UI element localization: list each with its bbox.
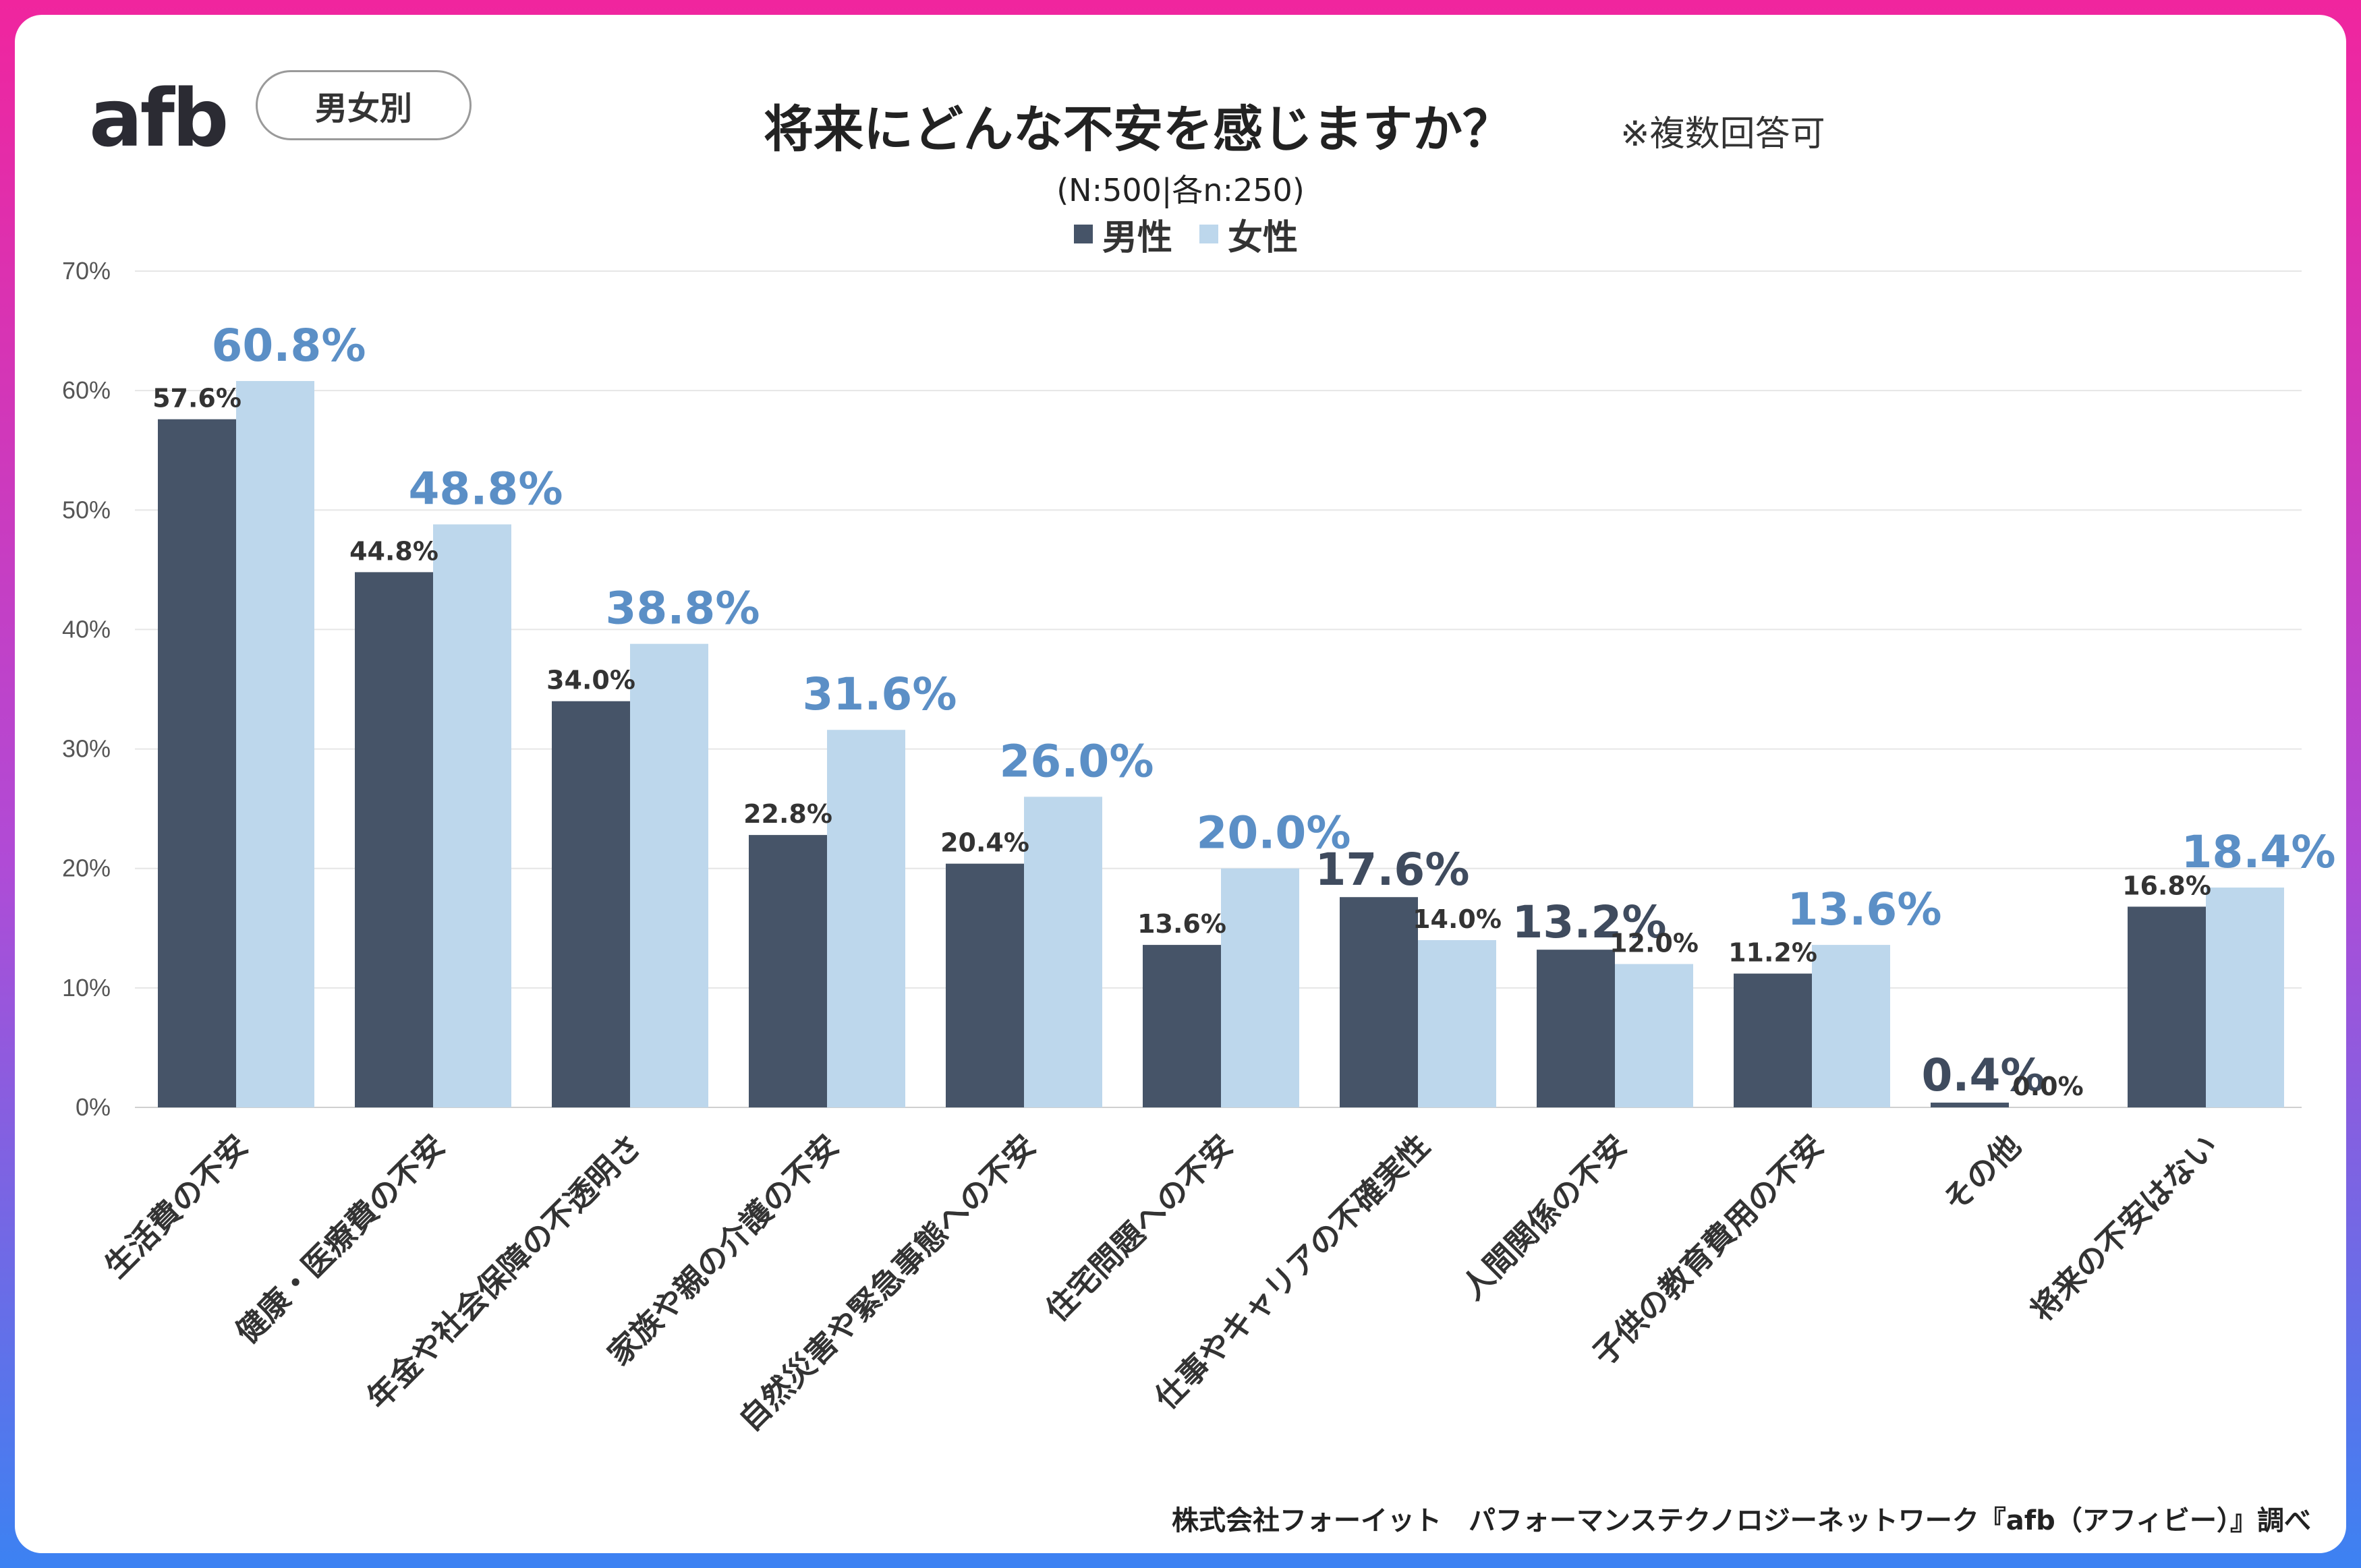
bar-female [827,730,905,1107]
y-tick-label: 0% [76,1093,111,1121]
legend-item-female: 女性 [1199,209,1298,260]
bar-female [630,643,708,1107]
legend-item-male: 男性 [1074,209,1172,260]
bar-female [1812,945,1890,1107]
data-label-male: 22.8% [743,799,832,829]
chart-title: 将来にどんな不安を感じますか？ [764,100,1512,158]
category-label: 人間関係の不安 [1454,1128,1634,1307]
data-label-male: 0.4% [1921,1049,2045,1101]
y-tick-label: 20% [62,854,111,882]
data-label-female: 48.8% [409,463,563,515]
bar-female [2206,888,2284,1107]
bar-male [946,863,1024,1107]
legend-swatch-male [1074,225,1093,243]
category-label: 将来の不安はない [2023,1128,2224,1329]
data-label-female: 26.0% [1000,735,1154,787]
bar-male [158,419,236,1107]
bar-female [1418,940,1496,1107]
bar-male [552,701,630,1107]
source-credit: 株式会社フォーイット パフォーマンステクノロジーネットワーク『afb（アフィビー… [1171,1505,2311,1536]
data-label-female: 31.6% [803,668,957,720]
bar-male [2128,906,2206,1107]
data-label-female: 60.8% [212,320,366,372]
data-label-female: 0.0% [2012,1072,2083,1101]
category-label: 生活費の不安 [97,1128,254,1285]
bar-male [749,835,827,1107]
data-label-female: 18.4% [2182,826,2336,878]
y-tick-label: 70% [62,257,111,285]
legend-swatch-female [1199,225,1219,243]
data-label-male: 11.2% [1728,938,1817,968]
afb-logo: afb [89,71,229,165]
data-label-male: 16.8% [2122,871,2211,900]
y-tick-label: 40% [62,615,111,643]
data-label-female: 38.8% [606,583,760,635]
sample-size: (N:500|各n:250) [1056,172,1305,208]
bar-male [355,572,433,1107]
y-tick-label: 60% [62,376,111,404]
multiple-answer-note: ※複数回答可 [1620,114,1825,154]
y-tick-label: 30% [62,735,111,763]
chart-panel: afb 男女別 将来にどんな不安を感じますか？ ※複数回答可 (N:500|各n… [15,15,2346,1553]
data-label-male: 20.4% [940,828,1029,858]
data-label-female: 13.6% [1788,883,1942,935]
category-label: その他 [1936,1128,2028,1219]
legend: 男性 女性 [1074,210,1298,258]
bar-female [1615,964,1693,1107]
bar-female [433,524,511,1107]
data-label-female: 14.0% [1413,904,1502,934]
bar-male [1734,973,1812,1107]
data-label-male: 13.6% [1137,909,1226,939]
bar-male [1143,945,1221,1107]
y-tick-label: 10% [62,974,111,1001]
bar-male [1931,1102,2009,1107]
category-label: 健康・医療費の不安 [229,1128,452,1351]
data-label-male: 13.2% [1512,896,1667,948]
data-label-female: 12.0% [1610,928,1699,958]
logo-text: afb [89,71,229,165]
data-label-male: 57.6% [152,384,241,413]
bar-female [236,380,314,1107]
bar-female [1024,796,1102,1107]
data-label-male: 34.0% [546,666,635,695]
data-label-male: 17.6% [1315,844,1470,896]
bar-chart: 0% 10% 20% 30% 40% 50% 60% 70% 57.6% 60.8% 生活費の不安 4… [62,257,2336,1439]
segment-tag: 男女別 [256,70,472,140]
data-label-male: 44.8% [349,536,438,566]
legend-label-female: 女性 [1228,217,1299,258]
data-label-female: 20.0% [1197,807,1351,859]
y-tick-label: 50% [62,496,111,523]
bar-male [1537,950,1615,1107]
bar-female [1221,868,1299,1107]
legend-label-male: 男性 [1102,217,1173,258]
bar-male [1340,897,1418,1107]
category-label: 住宅問題への不安 [1038,1128,1239,1329]
